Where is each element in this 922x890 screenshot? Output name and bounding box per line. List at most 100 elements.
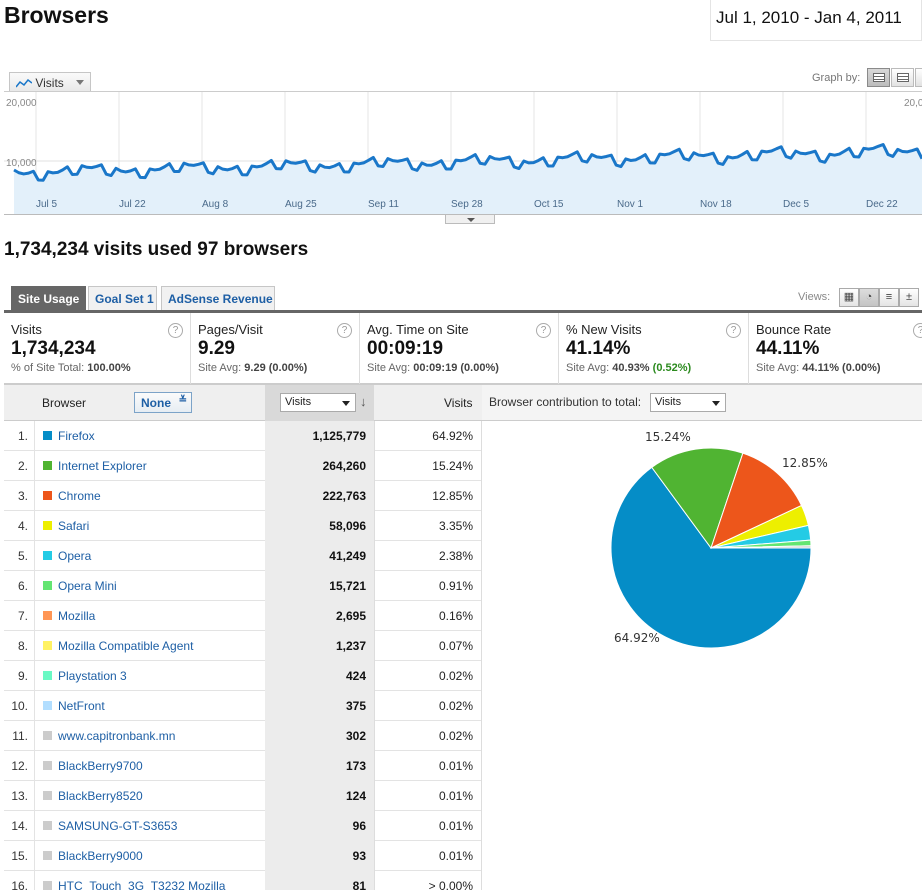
pie-slice-chrome[interactable] — [710, 452, 803, 549]
metric-value: 41.14% — [566, 338, 631, 359]
browser-link[interactable]: Opera — [58, 549, 92, 563]
browser-link[interactable]: Playstation 3 — [58, 669, 127, 683]
graph-metric-label: Visits — [35, 76, 64, 90]
color-swatch — [43, 491, 52, 500]
visits-value: 302 — [265, 721, 374, 751]
pie-label-firefox: 64.92% — [614, 631, 660, 645]
sort-descending-icon[interactable]: ↓ — [360, 394, 367, 409]
summary-heading: 1,734,234 visits used 97 browsers — [4, 239, 309, 260]
table-header: Browser None ≚ Visits ↓ Visits — [4, 384, 482, 421]
visits-over-time-chart[interactable]: 20,000 20,0 10,000 Jul 5 Jul 22 Aug 8 Aug 2… — [4, 91, 922, 215]
row-index: 15. — [4, 841, 35, 871]
table-row: 16. HTC_Touch_3G_T3232 Mozilla 81 > 0.00% — [4, 871, 482, 890]
graph-metric-selector[interactable]: Visits — [9, 72, 91, 92]
browser-link[interactable]: Firefox — [58, 429, 95, 443]
tab-goal-set-1[interactable]: Goal Set 1 — [88, 286, 157, 310]
browser-link[interactable]: NetFront — [58, 699, 105, 713]
help-icon[interactable]: ? — [913, 323, 922, 338]
graph-resize-handle[interactable] — [445, 214, 495, 224]
table-view-button[interactable]: ▦ — [839, 288, 859, 307]
browser-link[interactable]: Chrome — [58, 489, 101, 503]
tab-site-usage[interactable]: Site Usage — [11, 286, 86, 310]
visits-area — [14, 144, 922, 214]
pie-metric-select[interactable]: Visits — [650, 393, 726, 412]
browser-link[interactable]: www.capitronbank.mn — [58, 729, 176, 743]
date-range-picker[interactable]: Jul 1, 2010 - Jan 4, 2011 — [710, 0, 922, 41]
row-index: 1. — [4, 421, 35, 451]
browser-link[interactable]: SAMSUNG-GT-S3653 — [58, 819, 178, 833]
help-icon[interactable]: ? — [726, 323, 741, 338]
page-title: Browsers — [4, 2, 109, 28]
browser-link[interactable]: Opera Mini — [58, 579, 117, 593]
compare-icon: ± — [905, 291, 913, 303]
pie-header: Browser contribution to total: Visits — [482, 384, 922, 421]
visits-value: 93 — [265, 841, 374, 871]
browser-link[interactable]: Mozilla — [58, 609, 96, 623]
table-row: 15. BlackBerry9000 93 0.01% — [4, 841, 482, 871]
row-index: 9. — [4, 661, 35, 691]
x-axis-label: Nov 18 — [700, 199, 732, 210]
graph-by-day-button[interactable] — [867, 68, 890, 87]
metric-sub-prefix: Site Avg: — [198, 362, 245, 374]
x-axis-label: Jul 22 — [119, 199, 146, 210]
browser-link[interactable]: BlackBerry8520 — [58, 789, 143, 803]
metric-value: 9.29 — [198, 338, 235, 359]
chevron-down-icon — [467, 218, 475, 222]
browser-link[interactable]: HTC_Touch_3G_T3232 Mozilla — [58, 879, 226, 890]
performance-view-button[interactable]: ≡ — [879, 288, 899, 307]
table-row: 12. BlackBerry9700 173 0.01% — [4, 751, 482, 781]
visits-percent: 0.02% — [374, 691, 482, 721]
metric-label: Pages/Visit — [198, 322, 263, 337]
visits-value: 173 — [265, 751, 374, 781]
x-axis-label: Sep 28 — [451, 199, 483, 210]
table-row: 13. BlackBerry8520 124 0.01% — [4, 781, 482, 811]
tab-bar: Site Usage Goal Set 1 AdSense Revenue — [4, 286, 922, 313]
row-index: 7. — [4, 601, 35, 631]
pie-slice-firefox[interactable] — [610, 466, 812, 649]
table-metric-select[interactable]: Visits — [280, 393, 356, 412]
visits-percent: 0.01% — [374, 841, 482, 871]
column-header-visits-pct[interactable]: Visits — [444, 396, 473, 410]
browser-pie-chart — [610, 447, 812, 649]
browser-link[interactable]: BlackBerry9000 — [58, 849, 143, 863]
table-row: 7. Mozilla 2,695 0.16% — [4, 601, 482, 631]
graph-by-week-button[interactable] — [891, 68, 914, 87]
help-icon[interactable]: ? — [337, 323, 352, 338]
comparison-view-button[interactable]: ± — [899, 288, 919, 307]
browser-link[interactable]: Internet Explorer — [58, 459, 147, 473]
help-icon[interactable]: ? — [168, 323, 183, 338]
graph-by-month-button[interactable] — [915, 68, 922, 87]
visits-value: 81 — [265, 871, 374, 890]
table-row: 6. Opera Mini 15,721 0.91% — [4, 571, 482, 601]
table-row: 1. Firefox 1,125,779 64.92% — [4, 421, 482, 451]
row-index: 16. — [4, 871, 35, 890]
row-index: 13. — [4, 781, 35, 811]
help-icon[interactable]: ? — [536, 323, 551, 338]
browser-link[interactable]: Mozilla Compatible Agent — [58, 639, 194, 653]
metric-sub-value: 44.11% (0.00%) — [802, 362, 881, 374]
metric-sub: Site Avg: 44.11% (0.00%) — [756, 362, 922, 374]
pie-view-button[interactable]: ◔ — [859, 288, 879, 307]
color-swatch — [43, 581, 52, 590]
visits-value: 1,237 — [265, 631, 374, 661]
table-row: 14. SAMSUNG-GT-S3653 96 0.01% — [4, 811, 482, 841]
pie-slice-internet-explorer[interactable] — [651, 447, 744, 550]
table-row: 4. Safari 58,096 3.35% — [4, 511, 482, 541]
column-header-browser[interactable]: Browser — [42, 396, 87, 410]
secondary-dimension-select[interactable]: None ≚ — [134, 392, 192, 413]
metric-sub-value: 100.00% — [87, 362, 131, 374]
visits-value: 58,096 — [265, 511, 374, 541]
row-index: 4. — [4, 511, 35, 541]
secondary-dimension-value: None — [141, 396, 171, 410]
visits-value: 96 — [265, 811, 374, 841]
x-axis-label: Aug 25 — [285, 199, 317, 210]
metric-value: 1,734,234 — [11, 338, 96, 359]
tab-adsense-revenue[interactable]: AdSense Revenue — [161, 286, 275, 310]
row-index: 12. — [4, 751, 35, 781]
pie-slice-other[interactable] — [710, 545, 812, 549]
browser-link[interactable]: BlackBerry9700 — [58, 759, 143, 773]
browser-link[interactable]: Safari — [58, 519, 90, 533]
x-axis-label: Jul 5 — [36, 199, 58, 210]
color-swatch — [43, 851, 52, 860]
visits-percent: 3.35% — [374, 511, 482, 541]
